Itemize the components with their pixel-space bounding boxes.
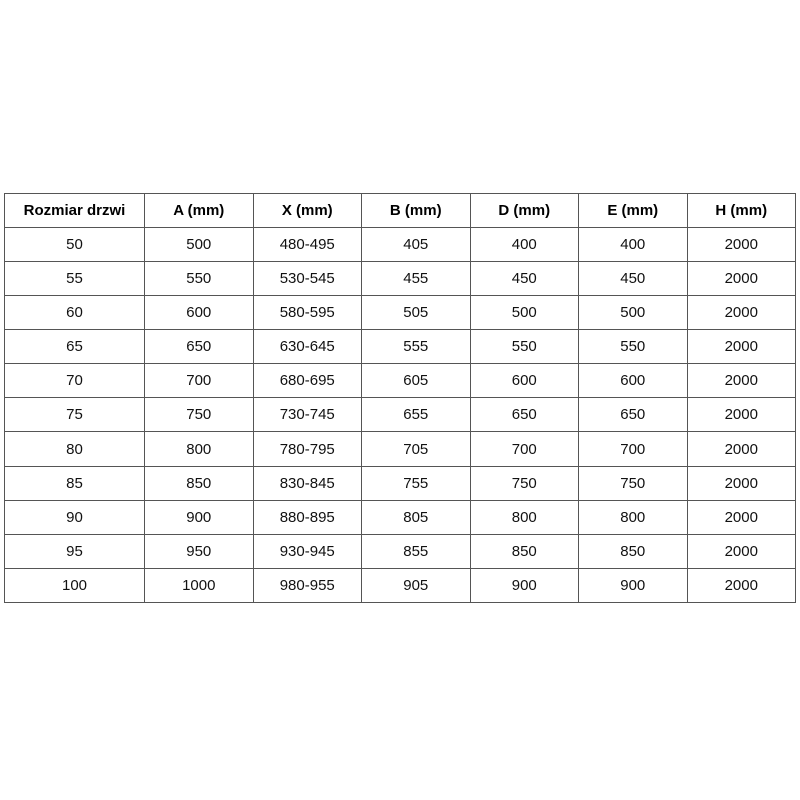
table-cell: 780-795 bbox=[252, 431, 362, 467]
table-cell: 750 bbox=[144, 397, 254, 433]
table-header-row: Rozmiar drzwi A (mm) X (mm) B (mm) D (mm) E (… bbox=[4, 193, 796, 228]
table-cell: 2000 bbox=[686, 465, 796, 501]
table-cell: 2000 bbox=[686, 431, 796, 467]
table-row: 85 850 830-845 755 750 750 2000 bbox=[4, 465, 796, 501]
table-cell: 900 bbox=[469, 567, 579, 604]
table-cell: 550 bbox=[578, 329, 688, 365]
table-cell: 800 bbox=[578, 499, 688, 535]
table-cell: 405 bbox=[361, 226, 471, 263]
table-cell: 65 bbox=[4, 329, 145, 365]
table-cell: 400 bbox=[469, 226, 579, 263]
table-cell: 650 bbox=[144, 329, 254, 365]
table-row: 100 1000 980-955 905 900 900 2000 bbox=[4, 567, 796, 604]
table-cell: 755 bbox=[361, 465, 471, 501]
table-cell: 900 bbox=[578, 567, 688, 604]
table-cell: 50 bbox=[4, 226, 145, 263]
table-row: 70 700 680-695 605 600 600 2000 bbox=[4, 363, 796, 399]
table-cell: 705 bbox=[361, 431, 471, 467]
table-cell: 700 bbox=[144, 363, 254, 399]
table-cell: 980-955 bbox=[252, 567, 362, 604]
column-header: Rozmiar drzwi bbox=[4, 193, 145, 228]
column-header: D (mm) bbox=[469, 193, 579, 228]
table-cell: 530-545 bbox=[252, 261, 362, 297]
column-header: X (mm) bbox=[252, 193, 362, 228]
table-cell: 900 bbox=[144, 499, 254, 535]
table-cell: 500 bbox=[469, 295, 579, 331]
table-cell: 850 bbox=[144, 465, 254, 501]
table-cell: 650 bbox=[469, 397, 579, 433]
table-cell: 600 bbox=[144, 295, 254, 331]
table-cell: 85 bbox=[4, 465, 145, 501]
table-cell: 605 bbox=[361, 363, 471, 399]
column-header: H (mm) bbox=[686, 193, 796, 228]
table-cell: 2000 bbox=[686, 363, 796, 399]
table-cell: 2000 bbox=[686, 567, 796, 604]
table-cell: 455 bbox=[361, 261, 471, 297]
table-cell: 800 bbox=[469, 499, 579, 535]
table-cell: 750 bbox=[469, 465, 579, 501]
table-cell: 450 bbox=[578, 261, 688, 297]
table-cell: 2000 bbox=[686, 295, 796, 331]
table-row: 95 950 930-945 855 850 850 2000 bbox=[4, 533, 796, 569]
door-sizes-table: Rozmiar drzwi A (mm) X (mm) B (mm) D (mm) E (… bbox=[4, 193, 796, 604]
table-cell: 700 bbox=[469, 431, 579, 467]
table-cell: 650 bbox=[578, 397, 688, 433]
table-cell: 805 bbox=[361, 499, 471, 535]
table-cell: 55 bbox=[4, 261, 145, 297]
table-cell: 70 bbox=[4, 363, 145, 399]
table-cell: 505 bbox=[361, 295, 471, 331]
table-cell: 75 bbox=[4, 397, 145, 433]
table-cell: 100 bbox=[4, 567, 145, 604]
table-body: 50 500 480-495 405 400 400 2000 55 550 530-545 455… bbox=[4, 226, 796, 604]
table-cell: 630-645 bbox=[252, 329, 362, 365]
table-cell: 850 bbox=[578, 533, 688, 569]
table-cell: 2000 bbox=[686, 329, 796, 365]
table-cell: 500 bbox=[578, 295, 688, 331]
table-cell: 905 bbox=[361, 567, 471, 604]
table-cell: 60 bbox=[4, 295, 145, 331]
table-cell: 550 bbox=[144, 261, 254, 297]
table-cell: 2000 bbox=[686, 226, 796, 263]
table-cell: 80 bbox=[4, 431, 145, 467]
table-cell: 95 bbox=[4, 533, 145, 569]
table-cell: 680-695 bbox=[252, 363, 362, 399]
table-cell: 2000 bbox=[686, 261, 796, 297]
table-cell: 555 bbox=[361, 329, 471, 365]
table-cell: 2000 bbox=[686, 533, 796, 569]
table-cell: 800 bbox=[144, 431, 254, 467]
table-cell: 730-745 bbox=[252, 397, 362, 433]
table-row: 90 900 880-895 805 800 800 2000 bbox=[4, 499, 796, 535]
table-cell: 950 bbox=[144, 533, 254, 569]
table-cell: 600 bbox=[469, 363, 579, 399]
column-header: B (mm) bbox=[361, 193, 471, 228]
table-cell: 600 bbox=[578, 363, 688, 399]
table-cell: 2000 bbox=[686, 397, 796, 433]
table-row: 80 800 780-795 705 700 700 2000 bbox=[4, 431, 796, 467]
table-cell: 480-495 bbox=[252, 226, 362, 263]
table-cell: 90 bbox=[4, 499, 145, 535]
table-cell: 855 bbox=[361, 533, 471, 569]
table-cell: 450 bbox=[469, 261, 579, 297]
table-row: 75 750 730-745 655 650 650 2000 bbox=[4, 397, 796, 433]
table-row: 50 500 480-495 405 400 400 2000 bbox=[4, 226, 796, 263]
table-cell: 880-895 bbox=[252, 499, 362, 535]
column-header: E (mm) bbox=[578, 193, 688, 228]
column-header: A (mm) bbox=[144, 193, 254, 228]
table-cell: 930-945 bbox=[252, 533, 362, 569]
table-cell: 1000 bbox=[144, 567, 254, 604]
table-cell: 655 bbox=[361, 397, 471, 433]
table-cell: 580-595 bbox=[252, 295, 362, 331]
table-row: 55 550 530-545 455 450 450 2000 bbox=[4, 261, 796, 297]
table-cell: 850 bbox=[469, 533, 579, 569]
table-row: 60 600 580-595 505 500 500 2000 bbox=[4, 295, 796, 331]
table-cell: 500 bbox=[144, 226, 254, 263]
table-cell: 400 bbox=[578, 226, 688, 263]
table-cell: 750 bbox=[578, 465, 688, 501]
table-cell: 830-845 bbox=[252, 465, 362, 501]
table-cell: 550 bbox=[469, 329, 579, 365]
table-cell: 2000 bbox=[686, 499, 796, 535]
table-row: 65 650 630-645 555 550 550 2000 bbox=[4, 329, 796, 365]
table-cell: 700 bbox=[578, 431, 688, 467]
